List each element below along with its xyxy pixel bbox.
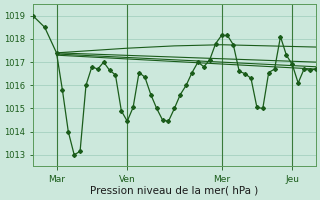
X-axis label: Pression niveau de la mer( hPa ): Pression niveau de la mer( hPa ) [90,186,259,196]
